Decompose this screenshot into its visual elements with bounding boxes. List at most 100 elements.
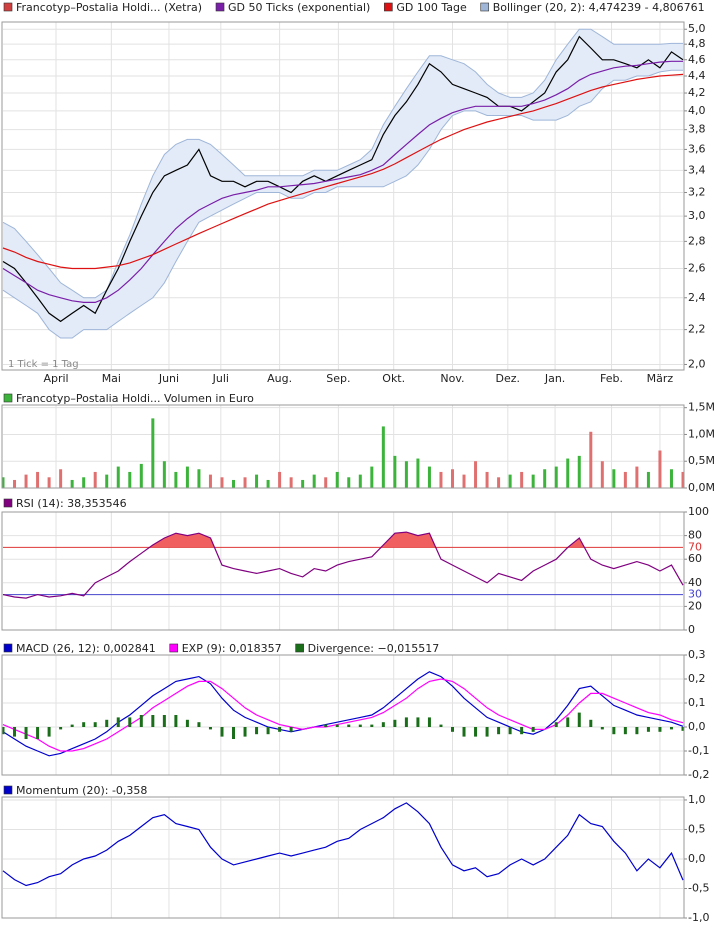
series-line [2,531,684,599]
y-tick-label: 0,1 [688,696,706,709]
panel-frame [1,796,685,919]
legend-swatch [3,393,13,403]
divergence-bar [36,727,40,739]
divergence-bar [335,724,339,727]
divergence-bar [623,727,627,735]
legend-label: Francotyp–Postalia Holdi... Volumen in E… [16,392,254,405]
divergence-bar [681,727,685,731]
volume-bar [232,479,236,488]
divergence-bar [450,727,454,732]
volume-bar [47,477,51,488]
legend-swatch [3,643,13,653]
y-tick-label: 5,0 [688,22,706,35]
y-tick-label: 0,2 [688,672,706,685]
volume-bar [324,477,328,488]
y-tick-label: 0,0 [688,720,706,733]
legend-label: Francotyp–Postalia Holdi... (Xetra) [16,1,202,14]
volume-bar [220,477,224,488]
x-tick-label: Nov. [440,372,464,385]
y-tick-label: 3,6 [688,142,706,155]
divergence-bar [600,727,604,730]
legend-swatch [169,643,179,653]
volume-bar [162,461,166,488]
volume-bar [508,474,512,488]
volume-bar [370,466,374,488]
volume-bar [151,418,155,488]
divergence-bar [381,722,385,727]
divergence-bar [646,727,650,732]
volume-bar [393,455,397,488]
divergence-bar [427,717,431,727]
x-tick-label: Juni [158,372,179,385]
volume-bar [208,474,212,488]
volume-bar [59,469,63,488]
y-tick-label: 4,6 [688,53,706,66]
overbought-fill [149,532,585,548]
divergence-bar [59,727,63,730]
divergence-bar [439,724,443,727]
volume-bar [243,477,247,488]
panel-bg [2,512,684,630]
divergence-bar [24,727,28,739]
x-tick-label: Dez. [496,372,521,385]
y-tick-label: 2,6 [688,261,706,274]
panel-bg [2,405,684,488]
y-tick-label: 40 [688,576,702,589]
divergence-bar [554,722,558,727]
divergence-bar [520,727,524,735]
x-tick-label: Feb. [600,372,623,385]
volume-bar [497,477,501,488]
panel-frame [1,511,685,631]
divergence-bar [347,724,351,727]
volume-bar [116,466,120,488]
x-tick-label: April [43,372,68,385]
volume-bar [577,455,581,488]
divergence-bar [266,727,270,735]
y-tick-label: -0,5 [688,881,709,894]
divergence-bar [128,717,132,727]
bollinger-lower [2,69,683,339]
divergence-bar [255,727,259,735]
divergence-bar [197,722,201,727]
volume-bar [474,461,478,488]
divergence-bar [220,727,224,737]
y-tick-label: 0,0M [688,481,715,494]
legend-swatch [3,785,13,795]
y-tick-label: 100 [688,505,709,518]
series-line [2,73,684,270]
volume-bar [278,471,282,488]
divergence-bar [577,712,581,727]
volume-bar [381,426,385,488]
divergence-bar [82,722,86,727]
volume-bar [128,471,132,488]
y-tick-label: 2,2 [688,323,706,336]
y-tick-label: 4,0 [688,104,706,117]
divergence-bar [612,727,616,735]
y-tick-label: 20 [688,599,702,612]
legend-label: EXP (9): 0,018357 [182,642,282,655]
divergence-bar [70,724,74,727]
x-tick-label: Sep. [326,372,350,385]
volume-bar [623,471,627,488]
y-tick-label: 1,0M [688,427,715,440]
volume-bar [93,471,97,488]
volume-bar [485,471,489,488]
volume-bar [358,474,362,488]
legend-swatch [384,2,393,12]
volume-bar [589,431,593,488]
divergence-bar [278,727,282,732]
volume-bar [566,458,570,488]
divergence-bar [47,727,51,737]
divergence-bar [139,715,143,727]
volume-bar [266,479,270,488]
series-line [2,802,684,887]
divergence-bar [116,717,120,727]
y-tick-label: 3,0 [688,209,706,222]
divergence-bar [589,719,593,727]
y-tick-label: 3,2 [688,186,706,199]
y-tick-label: 2,0 [688,357,706,370]
divergence-bar [658,727,662,732]
y-tick-label: 0,5 [688,822,706,835]
level-label: 30 [688,588,702,601]
